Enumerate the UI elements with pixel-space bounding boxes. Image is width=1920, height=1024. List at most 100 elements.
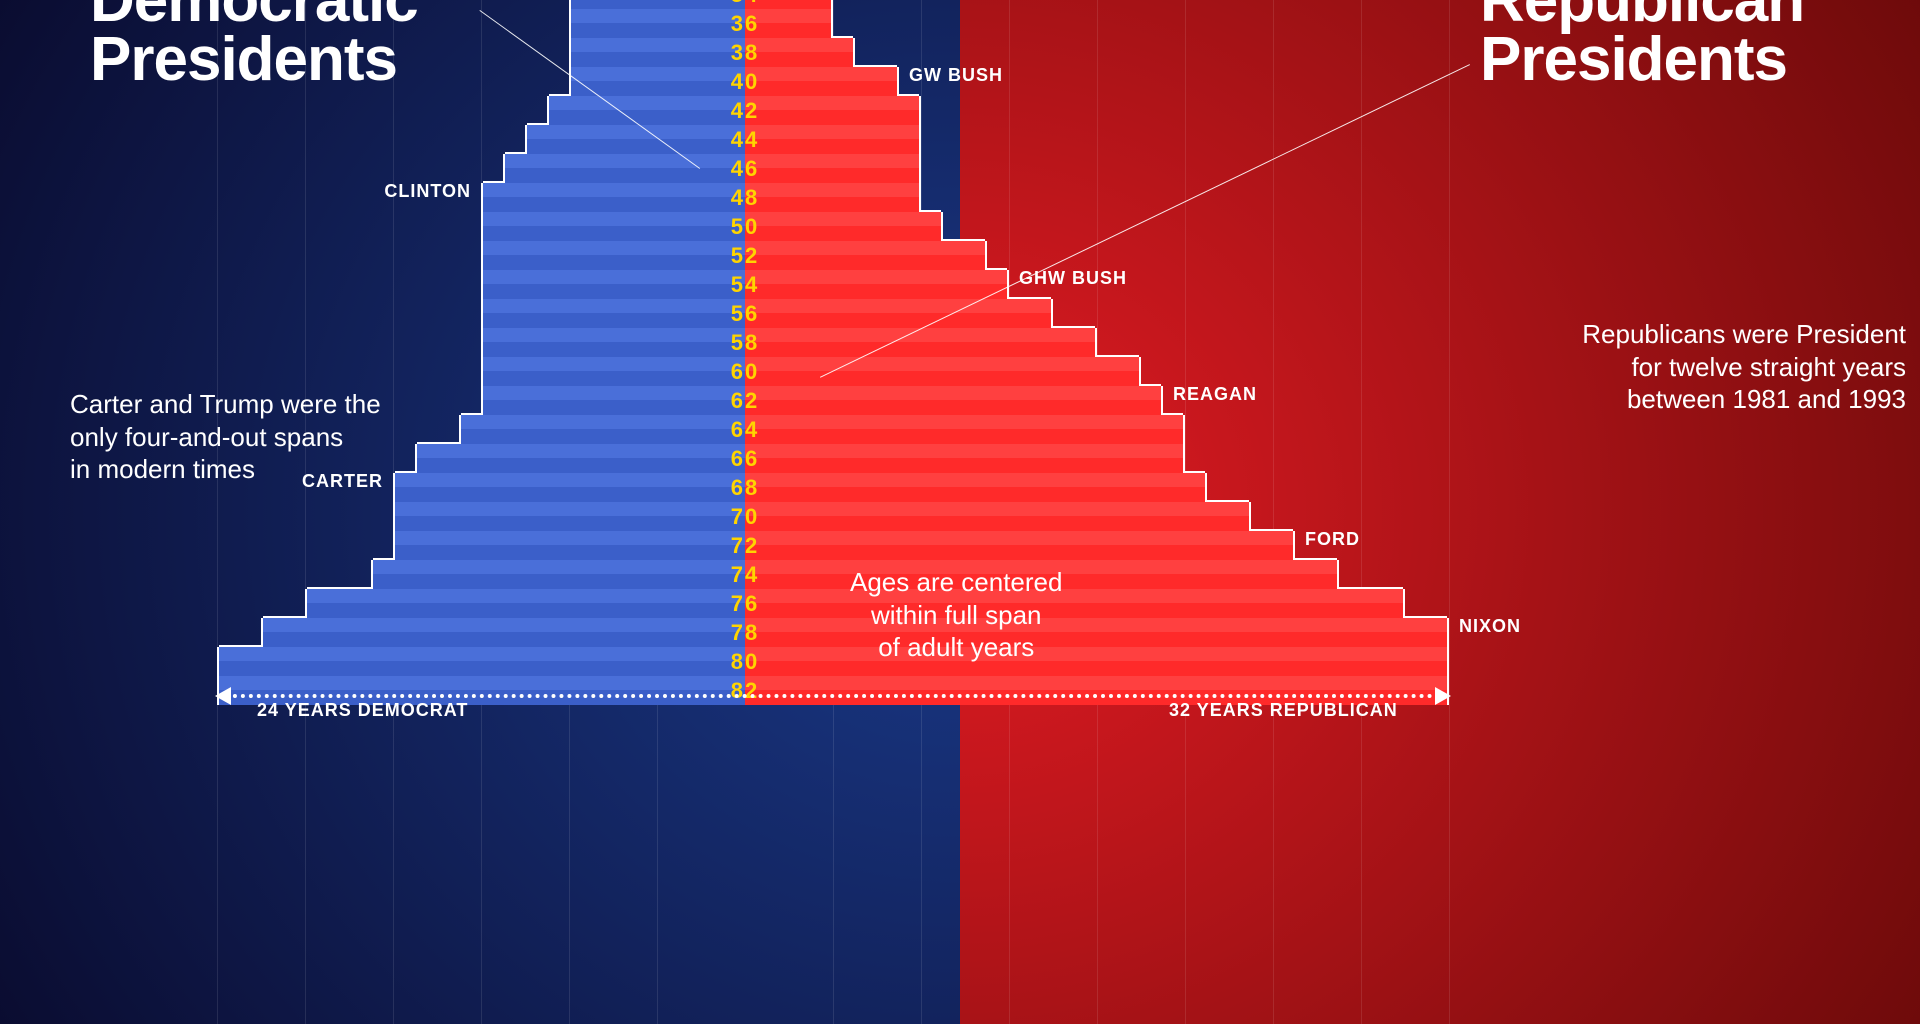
annotation-line: Ages are centered bbox=[850, 566, 1062, 599]
age-label: 78 bbox=[731, 620, 759, 646]
rep-bar bbox=[745, 154, 921, 183]
age-label: 54 bbox=[731, 272, 759, 298]
title-line: Presidents bbox=[90, 31, 418, 90]
age-label: 66 bbox=[731, 446, 759, 472]
age-label: 60 bbox=[731, 359, 759, 385]
dem-bar bbox=[569, 0, 745, 9]
gridline bbox=[1361, 0, 1362, 1024]
rep-bar bbox=[745, 531, 1295, 560]
rep-bar bbox=[745, 38, 855, 67]
rep-bar bbox=[745, 241, 987, 270]
age-label: 40 bbox=[731, 69, 759, 95]
years-label-rep: 32 YEARS REPUBLICAN bbox=[1169, 700, 1398, 721]
dem-bar bbox=[481, 386, 745, 415]
age-label: 42 bbox=[731, 98, 759, 124]
dem-bar bbox=[305, 589, 745, 618]
years-arrow bbox=[217, 694, 1449, 698]
annotation-line: within full span bbox=[850, 599, 1062, 632]
dem-bar bbox=[217, 647, 745, 676]
rep-bar bbox=[745, 96, 921, 125]
age-label: 62 bbox=[731, 388, 759, 414]
arrow-head-right bbox=[1435, 687, 1451, 705]
age-label: 76 bbox=[731, 591, 759, 617]
rep-president-label: FORD bbox=[1305, 529, 1360, 550]
gridline bbox=[305, 0, 306, 1024]
rep-bar bbox=[745, 125, 921, 154]
age-label: 34 bbox=[731, 0, 759, 8]
dem-bar bbox=[371, 560, 745, 589]
annotation-ages_centered: Ages are centeredwithin full spanof adul… bbox=[850, 566, 1062, 664]
age-label: 50 bbox=[731, 214, 759, 240]
dem-bar bbox=[569, 9, 745, 38]
rep-bar bbox=[745, 444, 1185, 473]
dem-bar bbox=[481, 241, 745, 270]
dem-bar bbox=[393, 531, 745, 560]
dem-bar bbox=[503, 154, 745, 183]
dem-bar bbox=[569, 38, 745, 67]
rep-bar bbox=[745, 589, 1405, 618]
dem-bar bbox=[393, 473, 745, 502]
rep-bar bbox=[745, 299, 1053, 328]
annotation-line: Carter and Trump were the bbox=[70, 388, 381, 421]
dem-bar bbox=[569, 67, 745, 96]
dem-bar bbox=[393, 502, 745, 531]
rep-president-label: GW BUSH bbox=[909, 65, 1003, 86]
age-label: 64 bbox=[731, 417, 759, 443]
age-label: 58 bbox=[731, 330, 759, 356]
dem-bar bbox=[547, 96, 745, 125]
annotation-line: Republicans were President bbox=[1386, 318, 1906, 351]
gridline bbox=[1449, 0, 1450, 1024]
dem-bar bbox=[481, 270, 745, 299]
dem-bar bbox=[261, 618, 745, 647]
rep-bar bbox=[745, 183, 921, 212]
rep-president-label: REAGAN bbox=[1173, 384, 1257, 405]
age-label: 82 bbox=[731, 678, 759, 704]
arrow-head-left bbox=[215, 687, 231, 705]
gridline bbox=[1273, 0, 1274, 1024]
gridline bbox=[217, 0, 218, 1024]
rep-bar bbox=[745, 67, 899, 96]
age-label: 70 bbox=[731, 504, 759, 530]
dem-bar bbox=[481, 183, 745, 212]
rep-bar bbox=[745, 212, 943, 241]
age-label: 74 bbox=[731, 562, 759, 588]
age-label: 56 bbox=[731, 301, 759, 327]
rep-bar bbox=[745, 473, 1207, 502]
rep-president-label: NIXON bbox=[1459, 616, 1521, 637]
rep-bar bbox=[745, 328, 1097, 357]
rep-president-label: GHW BUSH bbox=[1019, 268, 1127, 289]
dem-bar bbox=[481, 212, 745, 241]
age-label: 38 bbox=[731, 40, 759, 66]
age-label: 44 bbox=[731, 127, 759, 153]
rep-bar bbox=[745, 502, 1251, 531]
infographic-stage: 3436384042444648505254565860626466687072… bbox=[0, 0, 1920, 1024]
age-label: 36 bbox=[731, 11, 759, 37]
age-label: 46 bbox=[731, 156, 759, 182]
annotation-line: between 1981 and 1993 bbox=[1386, 383, 1906, 416]
annotation-line: for twelve straight years bbox=[1386, 351, 1906, 384]
age-label: 80 bbox=[731, 649, 759, 675]
dem-bar bbox=[481, 299, 745, 328]
annotation-line: of adult years bbox=[850, 631, 1062, 664]
years-label-dem: 24 YEARS DEMOCRAT bbox=[257, 700, 468, 721]
age-label: 52 bbox=[731, 243, 759, 269]
rep-title: RepublicanPresidents bbox=[1480, 0, 1804, 90]
age-label: 68 bbox=[731, 475, 759, 501]
annotation-carter_trump: Carter and Trump were theonly four-and-o… bbox=[70, 388, 381, 486]
dem-bar bbox=[481, 357, 745, 386]
dem-bar bbox=[525, 125, 745, 154]
rep-bar bbox=[745, 386, 1163, 415]
dem-president-label: CLINTON bbox=[0, 181, 471, 202]
dem-bar bbox=[415, 444, 745, 473]
annotation-line: in modern times bbox=[70, 453, 381, 486]
annotation-republicans_12: Republicans were Presidentfor twelve str… bbox=[1386, 318, 1906, 416]
age-label: 48 bbox=[731, 185, 759, 211]
rep-bar bbox=[745, 270, 1009, 299]
dem-bar bbox=[459, 415, 745, 444]
dem-title: DemocraticPresidents bbox=[90, 0, 418, 90]
rep-bar bbox=[745, 357, 1141, 386]
annotation-line: only four-and-out spans bbox=[70, 421, 381, 454]
title-line: Presidents bbox=[1480, 31, 1804, 90]
rep-bar bbox=[745, 415, 1185, 444]
dem-bar bbox=[481, 328, 745, 357]
